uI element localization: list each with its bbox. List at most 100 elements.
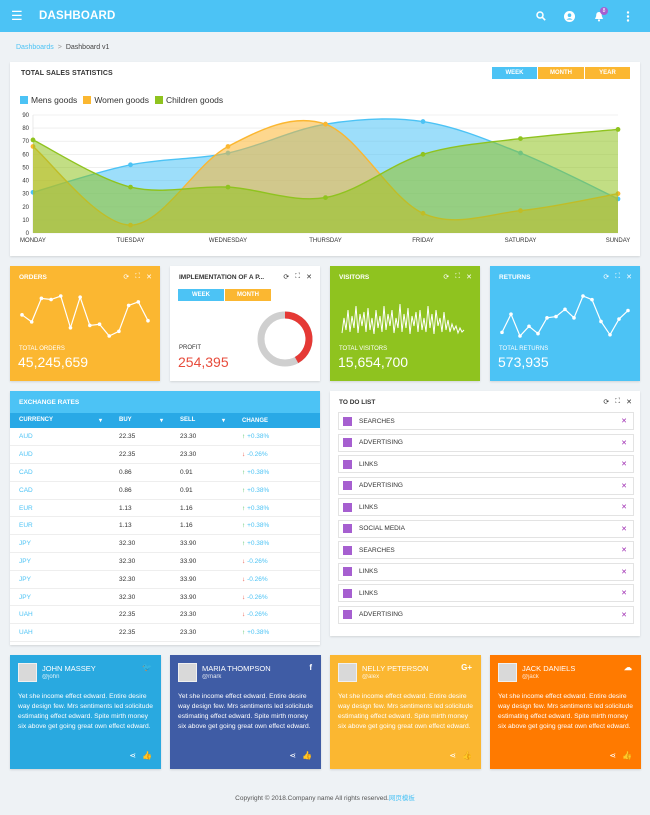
like-icon[interactable]: 👍 [462, 751, 472, 760]
share-icon[interactable]: ⋖ [609, 751, 617, 760]
col-buy[interactable]: BUY ▾ [110, 413, 171, 428]
currency-cell[interactable]: JPY [10, 552, 110, 571]
todo-item[interactable]: LINKS ✕ [338, 498, 634, 516]
table-row[interactable]: AUD 22.35 23.30 ↓ -0.26% [10, 445, 320, 465]
menu-icon[interactable]: ☰ [11, 8, 23, 23]
currency-cell[interactable]: AUD [10, 445, 110, 465]
change-arrow-icon: ↓ [242, 451, 246, 459]
currency-cell[interactable]: AUD [10, 428, 110, 447]
table-row[interactable]: JPY 32.30 33.90 ↓ -0.26% [10, 570, 320, 589]
user-handle[interactable]: @jack [522, 674, 539, 680]
remove-icon[interactable]: ✕ [621, 461, 627, 468]
remove-icon[interactable]: ✕ [621, 525, 627, 533]
todo-item[interactable]: LINKS ✕ [338, 455, 634, 473]
close-icon[interactable]: ✕ [146, 274, 152, 281]
refresh-icon[interactable]: ⟳ [603, 399, 610, 406]
close-icon[interactable]: ✕ [626, 399, 632, 406]
currency-cell[interactable]: EUR [10, 516, 110, 536]
like-icon[interactable]: 👍 [142, 751, 152, 760]
table-row[interactable]: UAH 22.35 23.30 ↓ -0.26% [10, 605, 320, 625]
user-name[interactable]: MARIA THOMPSON [202, 664, 271, 673]
table-row[interactable]: EUR 1.13 1.16 ↑ +0.38% [10, 516, 320, 536]
expand-icon[interactable]: ⛶ [295, 273, 301, 280]
table-row[interactable]: UAH 22.35 23.30 ↑ +0.38% [10, 623, 320, 643]
more-vertical-icon[interactable] [613, 0, 642, 32]
table-row[interactable]: JPY 32.30 33.90 ↓ -0.26% [10, 588, 320, 607]
twitter-icon[interactable]: 🐦 [142, 663, 152, 672]
user-name[interactable]: JOHN MASSEY [42, 664, 96, 673]
expand-icon[interactable]: ⛶ [615, 273, 621, 280]
remove-icon[interactable]: ✕ [621, 590, 627, 597]
user-icon[interactable] [555, 0, 584, 32]
todo-item[interactable]: ADVERTISING ✕ [338, 476, 634, 495]
remove-icon[interactable]: ✕ [621, 418, 627, 425]
soundcloud-icon[interactable]: ☁ [624, 663, 632, 672]
expand-icon[interactable]: ⛶ [455, 273, 461, 280]
currency-cell[interactable]: JPY [10, 534, 110, 554]
bell-icon[interactable]: 8 [584, 0, 613, 32]
remove-icon[interactable]: ✕ [621, 547, 627, 554]
legend-item-women[interactable]: Women goods [83, 95, 149, 105]
close-icon[interactable]: ✕ [466, 274, 472, 281]
google-plus-icon[interactable]: G+ [461, 663, 472, 672]
currency-cell[interactable]: JPY [10, 588, 110, 607]
todo-color-tag [343, 567, 352, 576]
todo-item[interactable]: ADVERTISING ✕ [338, 605, 634, 624]
remove-icon[interactable]: ✕ [621, 611, 627, 619]
table-row[interactable]: EUR 1.13 1.16 ↑ +0.38% [10, 499, 320, 518]
table-row[interactable]: JPY 32.30 33.90 ↓ -0.26% [10, 552, 320, 571]
refresh-icon[interactable]: ⟳ [443, 274, 450, 281]
remove-icon[interactable]: ✕ [621, 504, 627, 511]
year-button[interactable]: YEAR [585, 67, 630, 79]
currency-cell[interactable]: CAD [10, 481, 110, 500]
share-icon[interactable]: ⋖ [289, 751, 297, 760]
user-name[interactable]: NELLY PETERSON [362, 664, 429, 673]
table-row[interactable]: CAD 0.86 0.91 ↑ +0.38% [10, 463, 320, 482]
refresh-icon[interactable]: ⟳ [123, 274, 130, 281]
table-row[interactable]: JPY 32.30 33.90 ↑ +0.38% [10, 534, 320, 554]
table-row[interactable]: CAD 0.86 0.91 ↑ +0.38% [10, 481, 320, 500]
user-name[interactable]: JACK DANIELS [522, 664, 576, 673]
like-icon[interactable]: 👍 [622, 751, 632, 760]
table-row[interactable]: AUD 22.35 23.30 ↑ +0.38% [10, 428, 320, 447]
impl-week-button[interactable]: WEEK [178, 289, 224, 301]
like-icon[interactable]: 👍 [302, 751, 312, 760]
user-handle[interactable]: @alex [362, 674, 380, 680]
close-icon[interactable]: ✕ [306, 274, 312, 281]
share-icon[interactable]: ⋖ [129, 751, 137, 760]
breadcrumb-root[interactable]: Dashboards [16, 44, 54, 51]
expand-icon[interactable]: ⛶ [135, 273, 141, 280]
close-icon[interactable]: ✕ [626, 274, 632, 281]
remove-icon[interactable]: ✕ [621, 568, 627, 576]
col-sell[interactable]: SELL ▾ [171, 413, 233, 428]
todo-item[interactable]: SEARCHES ✕ [338, 412, 634, 430]
col-change[interactable]: CHANGE [233, 413, 320, 428]
currency-cell[interactable]: EUR [10, 499, 110, 518]
currency-cell[interactable]: CAD [10, 463, 110, 482]
remove-icon[interactable]: ✕ [621, 439, 627, 447]
legend-item-mens[interactable]: Mens goods [20, 95, 77, 105]
refresh-icon[interactable]: ⟳ [283, 274, 290, 281]
todo-item[interactable]: ADVERTISING ✕ [338, 433, 634, 452]
facebook-icon[interactable]: f [309, 663, 312, 672]
remove-icon[interactable]: ✕ [621, 482, 627, 490]
refresh-icon[interactable]: ⟳ [603, 274, 610, 281]
footer-link[interactable]: 网页模板 [388, 795, 415, 802]
expand-icon[interactable]: ⛶ [615, 398, 621, 405]
currency-cell[interactable]: JPY [10, 570, 110, 589]
todo-item[interactable]: LINKS ✕ [338, 562, 634, 581]
currency-cell[interactable]: UAH [10, 623, 110, 643]
share-icon[interactable]: ⋖ [449, 751, 457, 760]
legend-item-children[interactable]: Children goods [154, 95, 223, 105]
impl-month-button[interactable]: MONTH [225, 289, 271, 301]
todo-item[interactable]: SEARCHES ✕ [338, 541, 634, 559]
user-handle[interactable]: @mark [202, 674, 222, 680]
month-button[interactable]: MONTH [538, 67, 584, 79]
col-currency[interactable]: CURRENCY ▾ [10, 413, 110, 428]
user-handle[interactable]: @john [42, 674, 60, 680]
currency-cell[interactable]: UAH [10, 605, 110, 625]
search-icon[interactable] [526, 0, 555, 32]
week-button[interactable]: WEEK [492, 67, 537, 79]
todo-item[interactable]: LINKS ✕ [338, 584, 634, 602]
todo-item[interactable]: SOCIAL MEDIA ✕ [338, 519, 634, 538]
